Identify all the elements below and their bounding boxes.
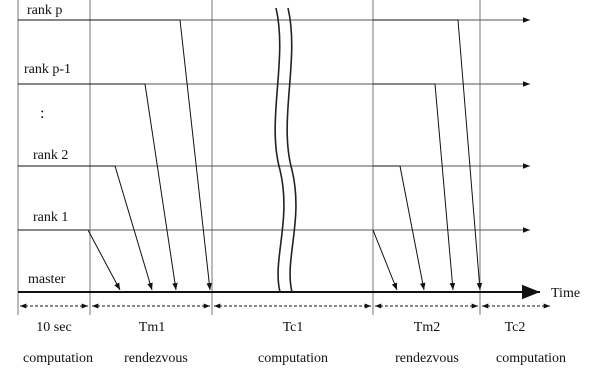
phase-boundaries xyxy=(18,0,480,315)
label-rank-p1: rank p-1 xyxy=(24,62,71,77)
break-curve xyxy=(287,8,296,292)
label-rank-p: rank p xyxy=(27,3,62,18)
phase-label-4: rendezvous xyxy=(395,351,459,366)
messages-tm2 xyxy=(373,20,480,290)
label-ellipsis: : xyxy=(40,105,44,122)
phase-label-2: rendezvous xyxy=(124,351,188,366)
label-rank-1: rank 1 xyxy=(33,210,68,225)
break-curve xyxy=(275,8,284,292)
phase-label-5: computation xyxy=(496,351,566,366)
time-break xyxy=(275,8,296,292)
phase-label-3: computation xyxy=(258,351,328,366)
label-time: Time xyxy=(551,286,580,301)
interval-label-4: Tm2 xyxy=(414,320,440,335)
label-master: master xyxy=(28,272,66,287)
rank-rows xyxy=(18,20,530,230)
label-rank-2: rank 2 xyxy=(33,148,68,163)
message-rank-p xyxy=(373,20,480,290)
interval-label-1: 10 sec xyxy=(36,320,71,335)
interval-label-2: Tm1 xyxy=(139,320,165,335)
interval-label-3: Tc1 xyxy=(283,320,304,335)
phase-label-1: computation xyxy=(23,351,93,366)
message-rank1 xyxy=(373,230,397,290)
message-rank2 xyxy=(373,166,424,290)
interval-label-5: Tc2 xyxy=(505,320,526,335)
